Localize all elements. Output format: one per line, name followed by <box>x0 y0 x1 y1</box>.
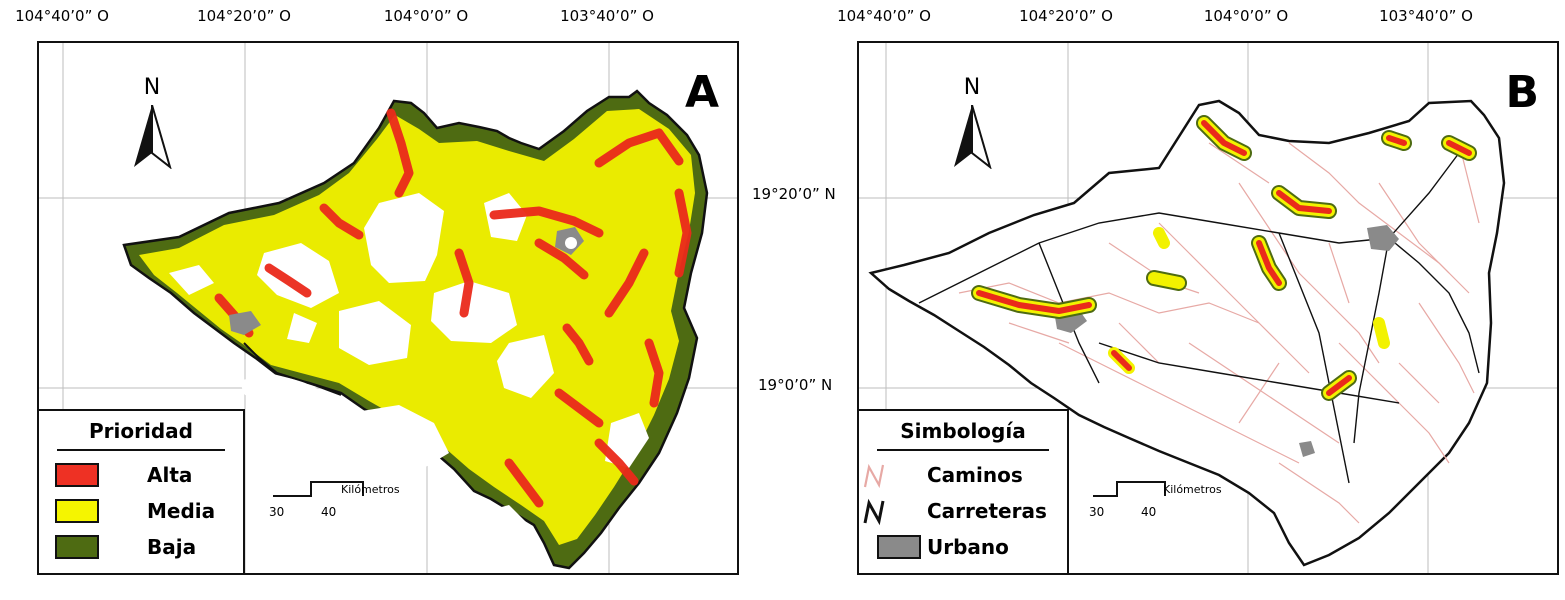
legend-item-caminos: Caminos <box>859 461 1067 491</box>
lon-tick-label: 104°0’0” O <box>383 7 469 25</box>
lon-tick-label: 104°20’0” O <box>197 7 291 25</box>
legend-divider <box>877 449 1049 451</box>
urban-area-icon <box>877 535 921 559</box>
scale-tick: 30 <box>269 505 285 519</box>
legend-title: Prioridad <box>89 419 193 443</box>
legend-label: Alta <box>147 463 193 487</box>
lat-tick-label: 19°20’0” N <box>752 185 836 203</box>
lat-tick-label: 19°0’0” N <box>758 376 833 394</box>
priority-map-graphic <box>39 43 737 573</box>
lon-tick-label: 103°40’0” O <box>1379 7 1473 25</box>
panel-label-b: B <box>1505 67 1539 118</box>
legend-item-urbano: Urbano <box>859 533 1067 563</box>
scale-bar: Kilómetros 30 40 <box>1089 480 1253 520</box>
legend-item-carreteras: Carreteras <box>859 497 1067 527</box>
legend-label: Baja <box>147 535 197 559</box>
infrastructure-map-graphic <box>859 43 1557 573</box>
swatch-icon <box>55 499 99 523</box>
lon-tick-label: 103°40’0” O <box>560 7 654 25</box>
scale-tick: 30 <box>1089 505 1105 519</box>
swatch-icon <box>55 463 99 487</box>
north-label: N <box>143 75 161 100</box>
legend-item-baja: Baja <box>39 533 243 563</box>
map-panel-b: B N Simbología Caminos Carreteras Urbano <box>857 41 1559 575</box>
legend-label: Urbano <box>927 535 1009 559</box>
north-arrow: N <box>947 75 997 175</box>
scale-unit: Kilómetros <box>341 483 400 496</box>
map-panel-a: A N Prioridad Alta Media Baja Kilómetros… <box>37 41 739 575</box>
legend-item-media: Media <box>39 497 243 527</box>
legend-label: Carreteras <box>927 499 1047 523</box>
scale-bar: Kilómetros 30 40 <box>269 480 433 520</box>
legend-priority: Prioridad Alta Media Baja <box>39 409 245 573</box>
legend-divider <box>57 449 225 451</box>
legend-label: Media <box>147 499 216 523</box>
scale-unit: Kilómetros <box>1163 483 1222 496</box>
legend-symbology: Simbología Caminos Carreteras Urbano <box>859 409 1069 573</box>
lon-tick-label: 104°40’0” O <box>15 7 109 25</box>
highway-line-icon <box>863 498 885 526</box>
north-label: N <box>963 75 981 100</box>
scale-tick: 40 <box>1141 505 1157 519</box>
road-line-icon <box>863 463 885 489</box>
scale-bar-icon <box>273 481 364 497</box>
legend-title: Simbología <box>900 419 1026 443</box>
panel-label-a: A <box>684 67 719 118</box>
scale-bar-icon <box>1093 481 1166 497</box>
scale-tick: 40 <box>321 505 337 519</box>
north-arrow-icon <box>954 105 992 169</box>
lon-tick-label: 104°40’0” O <box>837 7 931 25</box>
legend-item-alta: Alta <box>39 461 243 491</box>
swatch-icon <box>55 535 99 559</box>
lon-tick-label: 104°0’0” O <box>1203 7 1289 25</box>
lon-tick-label: 104°20’0” O <box>1019 7 1113 25</box>
legend-label: Caminos <box>927 463 1023 487</box>
north-arrow: N <box>127 75 177 175</box>
north-arrow-icon <box>134 105 172 169</box>
